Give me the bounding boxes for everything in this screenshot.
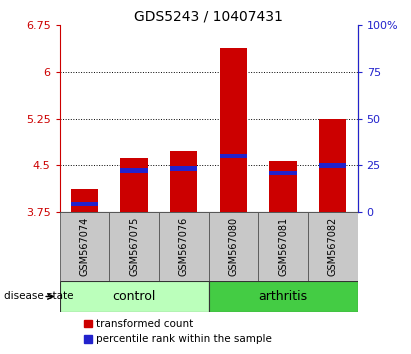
Legend: transformed count, percentile rank within the sample: transformed count, percentile rank withi…	[80, 315, 277, 348]
Bar	[170, 166, 197, 171]
Bar	[120, 158, 148, 212]
Bar	[60, 212, 109, 281]
Bar	[159, 212, 208, 281]
Bar	[60, 281, 209, 312]
Text: GSM567082: GSM567082	[328, 217, 338, 276]
Bar	[270, 161, 297, 212]
Text: arthritis: arthritis	[259, 290, 308, 303]
Text: disease state: disease state	[4, 291, 74, 302]
Bar	[208, 212, 258, 281]
Bar	[220, 154, 247, 158]
Bar	[319, 163, 346, 168]
Bar	[308, 212, 358, 281]
Bar	[220, 48, 247, 212]
Bar	[258, 212, 308, 281]
Text: GSM567080: GSM567080	[229, 217, 238, 276]
Text: control: control	[112, 290, 156, 303]
Bar	[109, 212, 159, 281]
Text: GSM567075: GSM567075	[129, 217, 139, 276]
Bar	[170, 151, 197, 212]
Bar	[270, 171, 297, 175]
Bar	[208, 281, 358, 312]
Title: GDS5243 / 10407431: GDS5243 / 10407431	[134, 10, 283, 24]
Bar	[71, 202, 98, 206]
Text: GSM567081: GSM567081	[278, 217, 288, 276]
Bar	[120, 168, 148, 173]
Bar	[319, 119, 346, 212]
Text: GSM567076: GSM567076	[179, 217, 189, 276]
Bar	[71, 189, 98, 212]
Text: GSM567074: GSM567074	[79, 217, 90, 276]
